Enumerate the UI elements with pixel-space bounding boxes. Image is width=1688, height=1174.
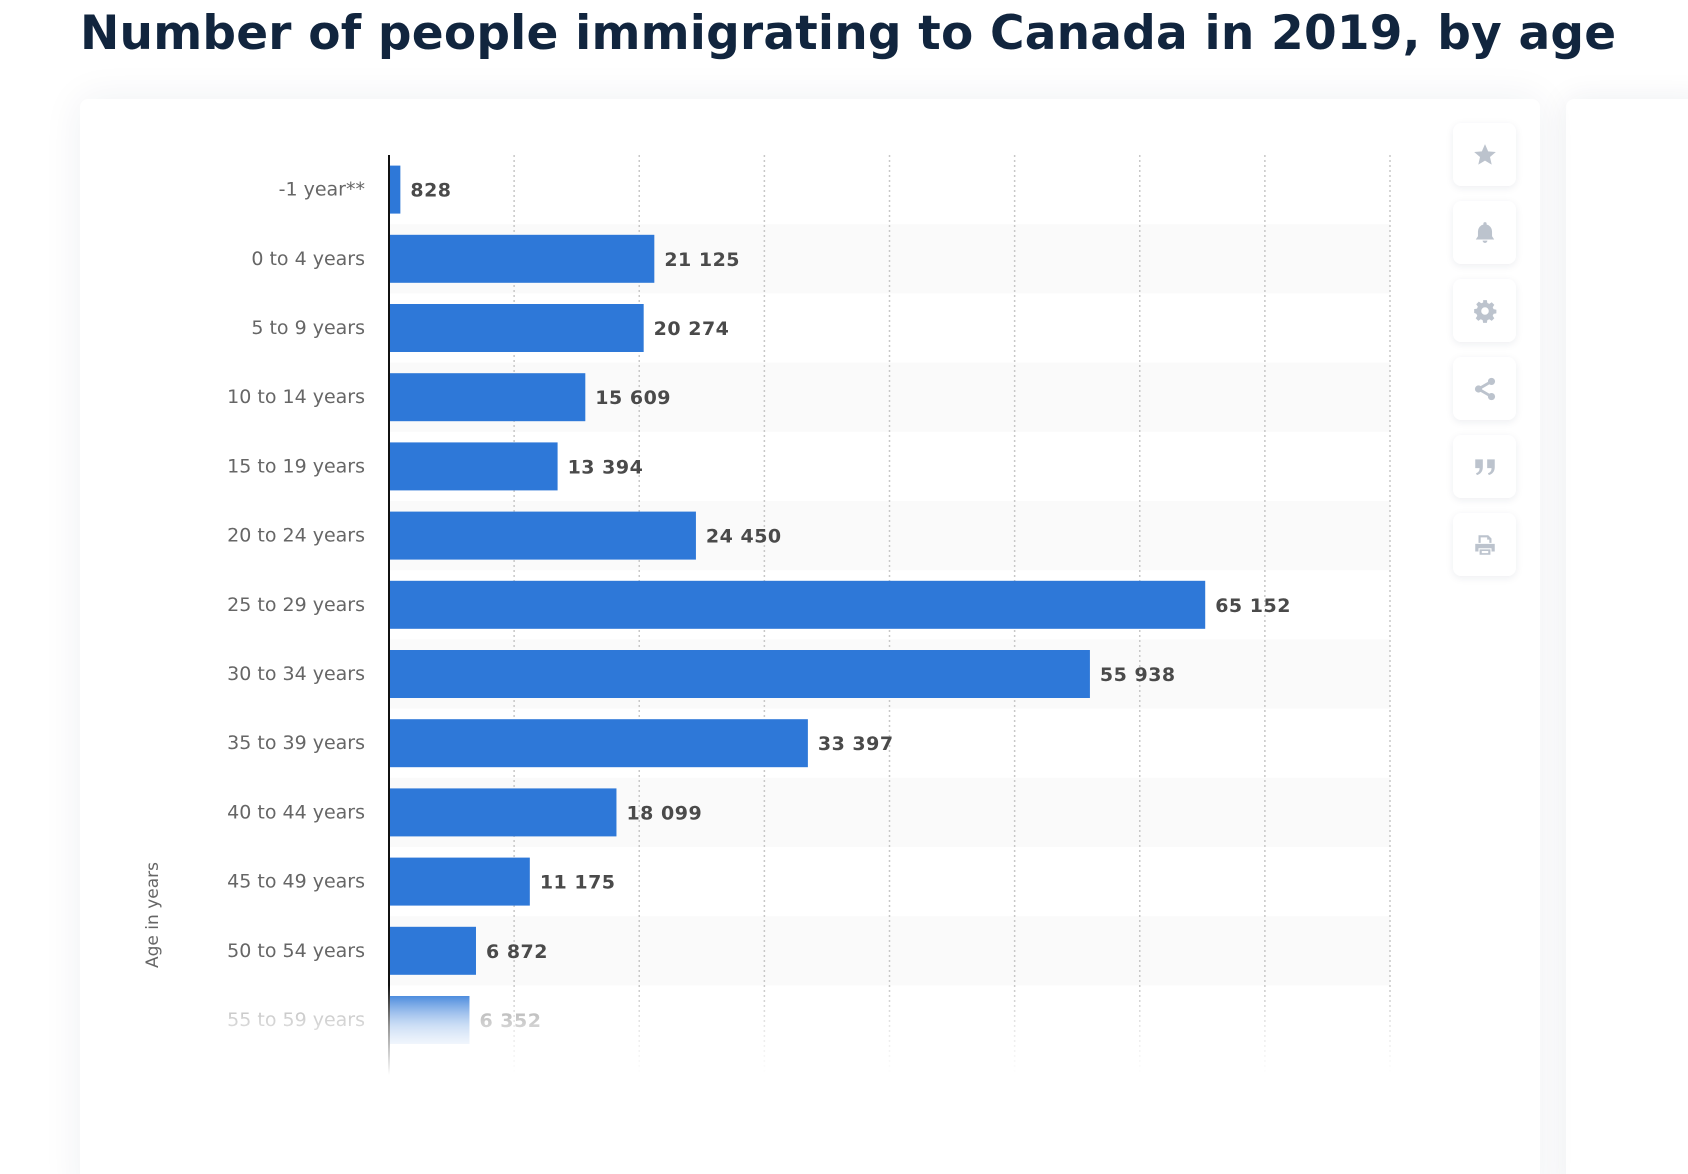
bell-icon [1475, 221, 1494, 243]
bar[interactable] [390, 580, 1206, 629]
value-label: 6 352 [479, 1010, 541, 1032]
category-label: 10 to 14 years [227, 386, 365, 408]
bar[interactable] [390, 234, 655, 283]
value-label: 828 [410, 180, 451, 202]
value-label: 65 152 [1215, 595, 1291, 617]
notification-button[interactable] [1453, 201, 1516, 264]
category-label: -1 year** [279, 179, 365, 201]
value-label: 21 125 [664, 249, 740, 271]
bar[interactable] [390, 926, 476, 975]
value-label: 13 394 [568, 456, 644, 478]
value-label: 15 609 [595, 387, 671, 409]
category-label: 55 to 59 years [227, 1009, 365, 1031]
category-label: 30 to 34 years [227, 663, 365, 685]
bar[interactable] [390, 442, 558, 491]
category-label: 40 to 44 years [227, 801, 365, 823]
bar[interactable] [390, 165, 401, 214]
value-label: 6 872 [486, 941, 548, 963]
y-axis-label: Age in years [143, 862, 163, 968]
bar[interactable] [390, 304, 644, 352]
share-icon [1474, 377, 1495, 400]
value-label: 55 938 [1100, 664, 1176, 686]
print-icon [1474, 534, 1495, 555]
gear-icon [1473, 299, 1496, 323]
bar[interactable] [390, 511, 696, 560]
category-label: 25 to 29 years [227, 594, 365, 616]
value-label: 18 099 [626, 802, 702, 824]
category-label: 20 to 24 years [227, 525, 365, 547]
quote-icon [1474, 458, 1495, 475]
page-title: Number of people immigrating to Canada i… [80, 6, 1617, 61]
bar[interactable] [390, 373, 586, 422]
bar[interactable] [390, 650, 1090, 698]
category-label: 35 to 39 years [227, 732, 365, 754]
category-label: 0 to 4 years [251, 248, 365, 270]
category-label: 5 to 9 years [251, 317, 365, 339]
bar[interactable] [390, 719, 808, 768]
bar[interactable] [390, 996, 470, 1044]
settings-button[interactable] [1453, 279, 1516, 342]
value-label: 24 450 [706, 526, 782, 548]
bar[interactable] [390, 788, 617, 837]
side-panel [1566, 99, 1688, 1174]
bar[interactable] [390, 857, 530, 906]
cite-button[interactable] [1453, 435, 1516, 498]
chart-toolbar [1453, 123, 1516, 591]
category-label: 45 to 49 years [227, 871, 365, 893]
favorite-button[interactable] [1453, 123, 1516, 186]
category-label: 15 to 19 years [227, 455, 365, 477]
category-label: 50 to 54 years [227, 940, 365, 962]
value-label: 33 397 [818, 733, 894, 755]
value-label: 11 175 [540, 872, 616, 894]
value-label: 20 274 [654, 318, 730, 340]
print-button[interactable] [1453, 513, 1516, 576]
star-icon [1473, 143, 1496, 165]
share-button[interactable] [1453, 357, 1516, 420]
